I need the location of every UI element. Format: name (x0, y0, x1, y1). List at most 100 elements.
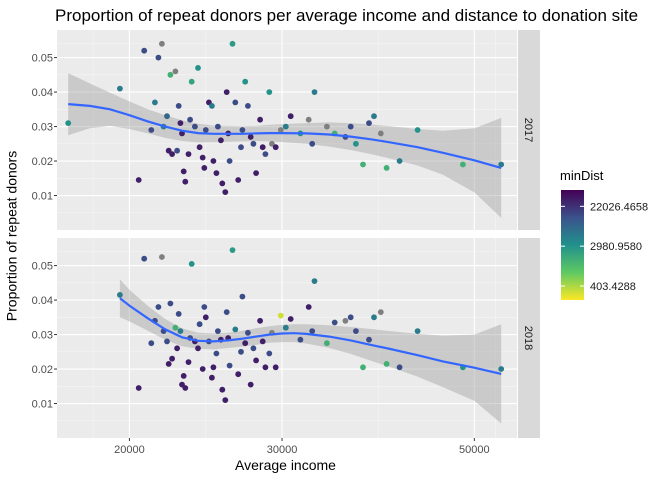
data-point (210, 158, 217, 164)
data-point (202, 127, 209, 133)
data-point (215, 328, 221, 334)
data-point (245, 329, 251, 336)
data-point (266, 89, 273, 95)
data-point (396, 158, 403, 164)
data-point (177, 328, 184, 334)
x-tick-label: 50000 (459, 444, 490, 456)
data-point (396, 364, 403, 371)
data-point (188, 78, 195, 85)
data-point (164, 113, 170, 120)
y-tick-label: 0.04 (32, 295, 53, 307)
data-point (210, 364, 217, 371)
legend-label: 22026.4658 (590, 201, 648, 213)
y-tick-label: 0.05 (32, 261, 53, 273)
data-point (219, 180, 226, 187)
data-point (239, 127, 246, 133)
data-point (148, 340, 155, 347)
data-point (247, 381, 254, 388)
data-point (226, 362, 233, 369)
facet-strip (518, 238, 540, 438)
data-point (377, 130, 384, 137)
data-point (152, 99, 158, 106)
data-point (324, 123, 330, 130)
data-point (287, 113, 294, 120)
data-point (277, 127, 284, 133)
data-point (232, 326, 239, 333)
data-point (238, 348, 244, 355)
data-point (219, 386, 226, 393)
panel-background (57, 30, 517, 230)
data-point (180, 168, 187, 175)
data-point (148, 127, 155, 133)
data-point (223, 89, 230, 95)
data-point (282, 324, 289, 331)
data-point (266, 350, 273, 357)
data-point (360, 364, 366, 371)
data-point (164, 338, 170, 345)
data-point (65, 120, 72, 126)
data-point (155, 304, 162, 310)
data-point (371, 113, 377, 120)
data-point (174, 147, 181, 154)
data-point (262, 151, 269, 158)
data-point (250, 345, 257, 352)
x-tick-label: 20000 (114, 444, 145, 456)
y-tick-label: 0.03 (32, 122, 53, 134)
data-point (174, 345, 181, 352)
confidence-band (119, 279, 502, 424)
data-point (175, 103, 182, 109)
data-point (414, 328, 421, 334)
data-point (353, 328, 359, 334)
legend-ticks: 22026.4658 2980.9580 403.4288 (561, 201, 648, 293)
data-point (282, 123, 289, 130)
x-tick-label: 30000 (267, 444, 298, 456)
data-point (196, 144, 203, 151)
data-point (188, 261, 195, 267)
data-point (199, 154, 206, 161)
data-point (245, 103, 251, 109)
facet-panel-2017: 0.01 0.02 0.03 0.04 0.05 2017 (32, 30, 540, 230)
y-tick-label: 0.03 (32, 330, 53, 342)
x-axis: 20000 30000 50000 (114, 438, 490, 456)
data-point (165, 361, 172, 367)
data-point (117, 292, 123, 298)
data-point (235, 371, 242, 378)
data-point (169, 151, 176, 158)
data-point (201, 304, 208, 310)
chart-title: Proportion of repeat donors per average … (55, 6, 638, 25)
y-tick-label: 0.05 (32, 53, 53, 65)
y-tick-label: 0.01 (32, 191, 53, 203)
panel-background (57, 238, 517, 438)
data-point (218, 137, 224, 144)
data-point (242, 340, 249, 347)
data-point (167, 71, 174, 78)
data-point (262, 364, 269, 371)
data-point (213, 350, 220, 357)
data-point (297, 336, 304, 343)
data-point (215, 123, 221, 130)
data-point (371, 314, 377, 321)
data-point (383, 165, 390, 171)
data-point (272, 364, 279, 371)
data-point (177, 120, 184, 126)
data-point (277, 312, 284, 319)
data-point (222, 189, 229, 196)
data-point (272, 144, 279, 151)
data-point (180, 373, 187, 379)
data-point (259, 144, 266, 151)
data-point (229, 40, 236, 47)
data-point (414, 127, 421, 133)
data-point (195, 345, 201, 352)
data-point (342, 317, 349, 324)
data-point (247, 134, 254, 140)
data-point (141, 47, 148, 54)
data-point (311, 89, 318, 95)
facet-strip (518, 30, 540, 230)
data-point (159, 254, 165, 260)
data-point (202, 314, 209, 321)
data-point (309, 140, 316, 147)
data-point (135, 385, 142, 391)
data-point (311, 278, 318, 284)
smooth-line (119, 297, 502, 375)
legend-title: minDist (560, 168, 604, 183)
